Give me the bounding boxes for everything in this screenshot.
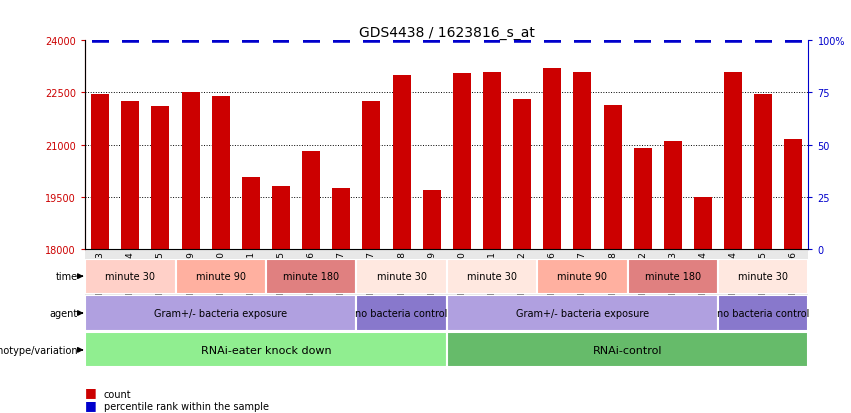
Bar — [513, 100, 531, 249]
Bar — [175, 259, 266, 294]
Text: RNAi-control: RNAi-control — [593, 345, 662, 355]
Text: time: time — [56, 271, 78, 282]
Text: minute 30: minute 30 — [106, 271, 156, 282]
Bar — [121, 102, 140, 249]
Text: minute 90: minute 90 — [196, 271, 246, 282]
Bar — [483, 72, 501, 249]
Bar — [754, 95, 772, 249]
Bar — [724, 72, 742, 249]
Bar — [453, 74, 471, 249]
Bar — [85, 296, 357, 331]
Text: no bacteria control: no bacteria control — [356, 308, 448, 318]
Text: minute 90: minute 90 — [557, 271, 608, 282]
Bar — [85, 259, 175, 294]
Bar — [664, 142, 682, 249]
Bar — [85, 332, 447, 368]
Text: ■: ■ — [85, 386, 97, 399]
Text: minute 30: minute 30 — [738, 271, 788, 282]
Text: minute 180: minute 180 — [283, 271, 340, 282]
Text: Gram+/- bacteria exposure: Gram+/- bacteria exposure — [516, 308, 649, 318]
Bar — [423, 190, 441, 249]
Bar — [785, 140, 802, 249]
Bar — [574, 72, 591, 249]
Title: GDS4438 / 1623816_s_at: GDS4438 / 1623816_s_at — [359, 26, 534, 40]
Bar — [447, 259, 537, 294]
Bar — [181, 93, 200, 249]
Bar — [694, 197, 712, 249]
Text: no bacteria control: no bacteria control — [717, 308, 809, 318]
Text: minute 30: minute 30 — [467, 271, 517, 282]
Bar — [718, 259, 808, 294]
Bar — [634, 149, 652, 249]
Bar — [357, 296, 447, 331]
Text: count: count — [104, 389, 131, 399]
Text: minute 30: minute 30 — [376, 271, 426, 282]
Text: RNAi-eater knock down: RNAi-eater knock down — [201, 345, 331, 355]
Bar — [272, 187, 290, 249]
Bar — [91, 95, 109, 249]
Bar — [302, 152, 320, 249]
Text: Gram+/- bacteria exposure: Gram+/- bacteria exposure — [154, 308, 288, 318]
Bar — [627, 259, 718, 294]
Bar — [151, 107, 169, 249]
Text: percentile rank within the sample: percentile rank within the sample — [104, 401, 269, 411]
Text: genotype/variation: genotype/variation — [0, 345, 78, 355]
Text: ■: ■ — [85, 398, 97, 411]
Bar — [392, 76, 410, 249]
Bar — [266, 259, 357, 294]
Bar — [543, 69, 562, 249]
Bar — [447, 296, 718, 331]
Bar — [363, 102, 380, 249]
Bar — [212, 97, 230, 249]
Bar — [332, 188, 351, 249]
Text: agent: agent — [49, 308, 78, 318]
Bar — [603, 105, 621, 249]
Bar — [357, 259, 447, 294]
Text: minute 180: minute 180 — [645, 271, 701, 282]
Bar — [242, 178, 260, 249]
Bar — [718, 296, 808, 331]
Bar — [447, 332, 808, 368]
Bar — [537, 259, 627, 294]
